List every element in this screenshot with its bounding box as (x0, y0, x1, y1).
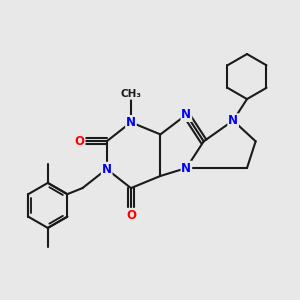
Text: N: N (182, 161, 191, 175)
Text: N: N (102, 163, 112, 176)
Text: O: O (126, 208, 136, 222)
Text: N: N (182, 108, 191, 121)
Text: N: N (126, 116, 136, 129)
Text: CH₃: CH₃ (120, 89, 141, 99)
Text: O: O (75, 135, 85, 148)
Text: N: N (228, 114, 238, 127)
